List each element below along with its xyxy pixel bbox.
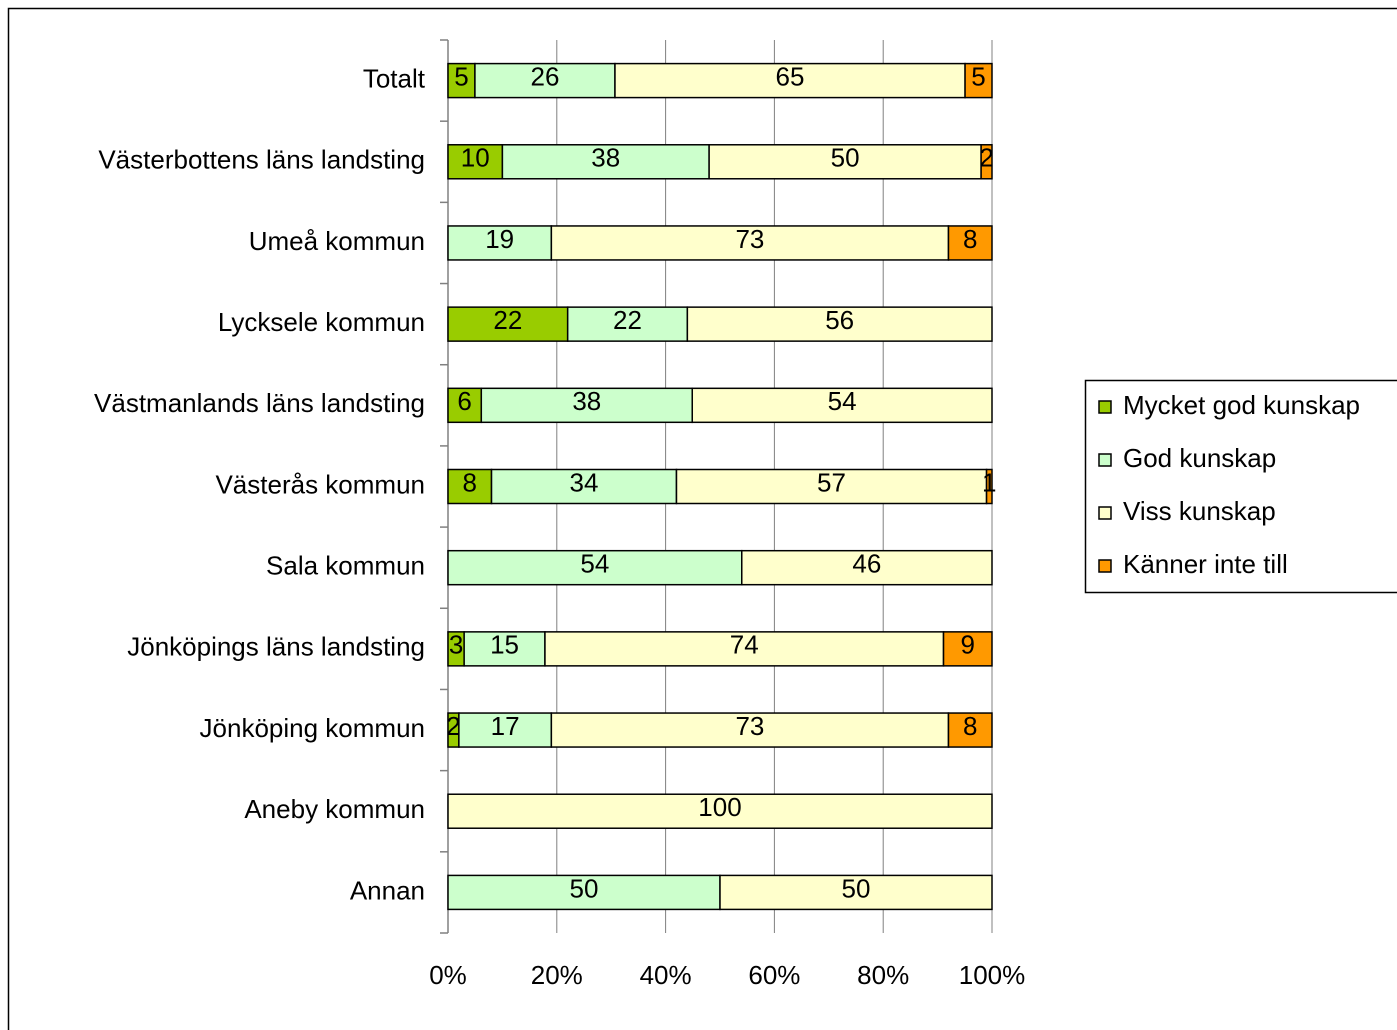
y-tick-label: Jönköping kommun: [200, 713, 425, 743]
data-label: 38: [572, 386, 601, 416]
data-label: 22: [613, 305, 642, 335]
legend-label: Viss kunskap: [1123, 496, 1276, 526]
data-label: 50: [842, 873, 871, 903]
bar-segment: [741, 549, 993, 586]
data-label: 73: [735, 711, 764, 741]
bar-segment: [947, 225, 993, 261]
legend-swatch: [1098, 559, 1112, 573]
bar-segment: [447, 549, 743, 586]
bar-segment: [447, 62, 476, 99]
y-tick-label: Sala kommun: [266, 551, 425, 581]
data-label: 10: [461, 143, 490, 173]
bar-segment: [614, 62, 966, 99]
bar-segment: [947, 712, 993, 748]
bar-segment: [985, 468, 993, 505]
data-label: 100: [698, 792, 741, 822]
data-label: 2: [979, 143, 993, 173]
y-tick-label: Västerbottens läns landsting: [98, 145, 425, 175]
data-label: 3: [449, 630, 463, 660]
bar-segment: [447, 225, 553, 261]
x-tick-label: 60%: [748, 960, 800, 990]
data-label: 5: [454, 61, 468, 91]
data-label: 19: [485, 224, 514, 254]
chart-border: [7, 7, 1397, 1030]
y-tick-label: Annan: [350, 875, 425, 905]
bar-segment: [675, 468, 988, 505]
bar-segment: [980, 144, 993, 180]
x-tick-label: 80%: [857, 960, 909, 990]
y-tick-label: Lycksele kommun: [218, 307, 425, 337]
legend-swatch: [1098, 400, 1112, 414]
data-label: 54: [580, 549, 609, 579]
bar-segment: [447, 306, 569, 342]
bar-segment: [708, 144, 982, 180]
bar-segment: [964, 62, 993, 99]
data-label: 57: [817, 467, 846, 497]
data-label: 74: [730, 630, 759, 660]
data-label: 26: [530, 61, 559, 91]
data-label: 54: [828, 386, 857, 416]
legend-label: Mycket god kunskap: [1123, 390, 1360, 420]
x-tick-label: 40%: [640, 960, 692, 990]
bar-segment: [942, 631, 993, 667]
data-label: 50: [831, 143, 860, 173]
data-label: 8: [963, 224, 977, 254]
data-label: 9: [961, 630, 975, 660]
legend-swatch: [1098, 453, 1112, 467]
bar-segment: [447, 144, 504, 180]
bar-segment: [474, 62, 616, 99]
data-label: 6: [457, 386, 471, 416]
y-tick-label: Aneby kommun: [244, 794, 425, 824]
data-label: 1: [982, 467, 996, 497]
bar-segment: [544, 631, 945, 667]
legend-box: [1084, 379, 1397, 594]
legend-label: Känner inte till: [1123, 549, 1288, 579]
legend-label: God kunskap: [1123, 443, 1276, 473]
y-tick-label: Västerås kommun: [215, 469, 425, 499]
bar-segment: [447, 793, 993, 829]
data-label: 15: [490, 630, 519, 660]
bar-segment: [480, 387, 693, 424]
data-label: 8: [463, 467, 477, 497]
x-tick-label: 0%: [429, 960, 467, 990]
data-label: 38: [591, 143, 620, 173]
x-tick-label: 100%: [959, 960, 1026, 990]
data-label: 2: [446, 711, 460, 741]
data-label: 56: [825, 305, 854, 335]
bar-segment: [501, 144, 710, 180]
legend-swatch: [1098, 506, 1112, 520]
x-tick-label: 20%: [531, 960, 583, 990]
data-label: 5: [971, 61, 985, 91]
data-label: 17: [491, 711, 520, 741]
bar-segment: [490, 468, 678, 505]
bar-segment: [463, 631, 546, 667]
data-label: 8: [963, 711, 977, 741]
y-tick-label: Västmanlands läns landsting: [94, 388, 425, 418]
data-label: 46: [852, 549, 881, 579]
y-tick-label: Umeå kommun: [249, 226, 425, 256]
bar-segment: [566, 306, 689, 342]
data-label: 73: [735, 224, 764, 254]
data-label: 34: [570, 467, 599, 497]
bar-segment: [550, 712, 950, 748]
bar-segment: [686, 306, 993, 342]
y-tick-label: Jönköpings läns landsting: [127, 632, 425, 662]
y-tick-label: Totalt: [363, 63, 426, 93]
bar-segment: [447, 387, 483, 424]
data-label: 22: [493, 305, 522, 335]
data-label: 50: [570, 873, 599, 903]
bar-segment: [550, 225, 950, 261]
bar-segment: [719, 874, 993, 911]
bar-segment: [691, 387, 993, 424]
data-label: 65: [776, 61, 805, 91]
